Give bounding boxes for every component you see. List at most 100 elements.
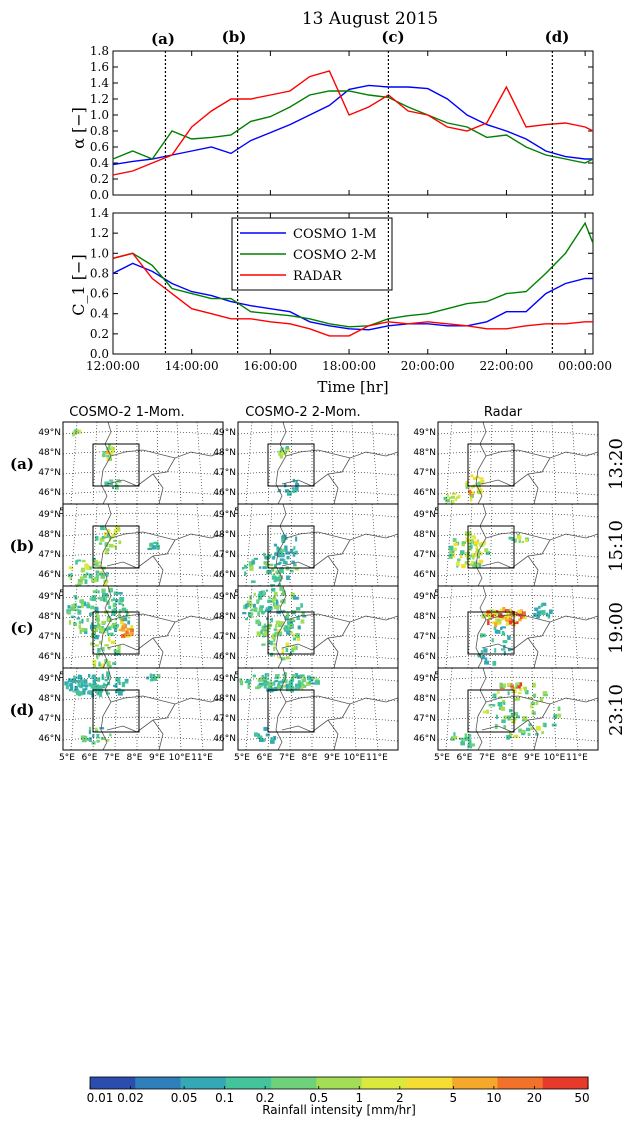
- c1-series-radar: [112, 252, 593, 337]
- rain-cell: [467, 563, 473, 566]
- rain-cell: [265, 625, 269, 629]
- rain-cell: [522, 719, 526, 722]
- rain-cell: [457, 558, 461, 562]
- rain-cell: [278, 583, 281, 586]
- rain-cell: [107, 676, 110, 681]
- rain-cell: [450, 495, 455, 499]
- rain-cell: [126, 627, 131, 631]
- rain-cell: [80, 735, 86, 740]
- rain-cell: [117, 645, 121, 650]
- rain-cell: [103, 527, 107, 531]
- rain-cell: [503, 650, 506, 656]
- rain-cell: [288, 621, 294, 626]
- rain-cell: [281, 647, 285, 651]
- rain-cell: [523, 617, 527, 620]
- rain-cell: [108, 444, 111, 448]
- rain-cell: [506, 734, 510, 740]
- c1-series: [112, 221, 594, 337]
- rain-cell: [501, 626, 506, 629]
- country-border: [281, 457, 351, 487]
- lat-gridline: [238, 552, 398, 558]
- rain-cell: [502, 640, 508, 644]
- rain-cell: [112, 662, 117, 665]
- rain-cell: [526, 727, 531, 732]
- rain-cell: [258, 682, 264, 686]
- rain-cell: [484, 657, 488, 662]
- rain-cell: [258, 595, 263, 600]
- rain-cell: [78, 691, 84, 696]
- rain-cell: [302, 685, 307, 688]
- rain-cell: [517, 613, 523, 617]
- rain-cell: [284, 545, 288, 550]
- rain-cell: [263, 552, 266, 557]
- rain-cell: [301, 611, 305, 616]
- column-title-cosmo2: COSMO-2 2-Mom.: [245, 405, 360, 420]
- rain-cell: [452, 550, 455, 553]
- column-title-radar: Radar: [484, 405, 523, 420]
- colorbar-segment: [361, 1077, 408, 1089]
- rain-cell: [254, 732, 259, 737]
- rain-cell: [500, 626, 503, 630]
- rain-cell: [295, 633, 300, 638]
- rain-cell: [273, 591, 278, 597]
- rain-cell: [101, 646, 105, 652]
- rain-cell: [285, 446, 289, 450]
- rain-cell: [282, 560, 285, 564]
- country-border: [481, 703, 551, 733]
- rain-cell: [512, 717, 517, 721]
- rain-cell: [291, 487, 295, 490]
- rain-cell: [106, 692, 111, 695]
- rain-cell: [512, 610, 515, 616]
- alpha-axes-frame: [112, 50, 594, 196]
- rain-cell: [300, 676, 305, 679]
- rain-cell: [94, 644, 99, 647]
- lat-gridline: [63, 654, 223, 660]
- lat-gridline: [238, 696, 398, 702]
- rain-cell: [118, 609, 122, 613]
- rain-cell: [120, 689, 125, 692]
- analysis-domain-box: [467, 525, 515, 569]
- lon-label: 6°E: [257, 753, 273, 763]
- rain-cell: [241, 567, 245, 570]
- rain-cell: [265, 589, 268, 592]
- colorbar-segment: [452, 1077, 499, 1089]
- map-grid: 49°N48°N47°N46°N5°E6°E7°E8°E9°E10°E11°E4…: [10, 421, 627, 763]
- rain-cell: [509, 647, 513, 651]
- lat-label: 48°N: [413, 694, 436, 704]
- lon-label: 11°E: [191, 753, 213, 763]
- xtick-label: 18:00:00: [322, 359, 376, 373]
- rain-cell: [70, 615, 75, 619]
- country-border: [100, 668, 112, 750]
- rain-cell: [464, 561, 468, 565]
- rain-cell: [80, 679, 84, 683]
- analysis-domain-box: [92, 443, 140, 487]
- rain-cell: [91, 595, 97, 599]
- rain-cell: [284, 615, 289, 621]
- rain-cell: [279, 558, 285, 562]
- rain-cell: [471, 491, 475, 495]
- lat-label: 48°N: [213, 530, 236, 540]
- lon-label: 10°E: [544, 753, 566, 763]
- lat-gridline: [438, 716, 598, 722]
- rain-cell: [499, 608, 502, 614]
- rain-cell: [253, 603, 256, 608]
- rain-cell: [64, 681, 69, 686]
- colorbar-segment: [180, 1077, 227, 1089]
- rain-cell: [297, 680, 301, 685]
- rain-cell: [284, 548, 288, 552]
- rain-cell: [286, 627, 291, 633]
- rain-cell: [82, 688, 86, 692]
- rain-cell: [113, 539, 117, 542]
- lat-gridline: [63, 634, 223, 640]
- rain-cell: [261, 611, 265, 615]
- rain-cell: [543, 694, 548, 697]
- lat-label: 48°N: [38, 612, 61, 622]
- rain-cell: [81, 559, 86, 563]
- rain-cell: [297, 686, 301, 689]
- rain-cell: [507, 647, 511, 652]
- rain-cell: [104, 644, 110, 647]
- xtick-label: 22:00:00: [479, 359, 533, 373]
- rain-cell: [527, 733, 531, 736]
- rain-cell: [253, 557, 258, 560]
- rain-cell: [494, 622, 498, 628]
